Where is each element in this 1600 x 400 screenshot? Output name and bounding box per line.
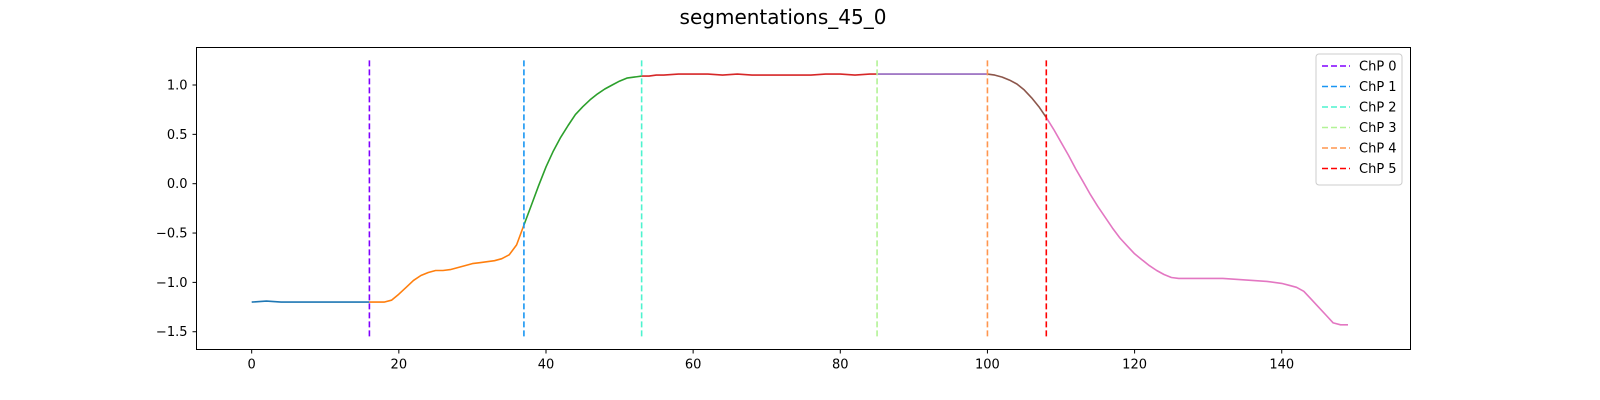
y-tick-label: −1.0: [156, 276, 188, 291]
y-tick-label: −1.5: [156, 325, 188, 340]
x-tick-label: 0: [248, 358, 256, 373]
chart-title: segmentations_45_0: [680, 5, 887, 29]
y-axis: −1.5 −1.0 −0.5 0.0 0.5 1.0: [156, 79, 197, 340]
plot-lines: [251, 73, 1348, 326]
series-segment-6: [1045, 117, 1348, 326]
legend-box: [1315, 53, 1403, 186]
legend-label-5: ChP 5: [1359, 162, 1397, 177]
plot-frame: [196, 47, 1411, 350]
series-segment-1: [369, 224, 525, 303]
x-tick-label: 120: [1122, 358, 1147, 373]
changepoint-lines: [368, 60, 1048, 337]
y-tick-label: 0.5: [167, 128, 188, 143]
legend-label-3: ChP 3: [1359, 121, 1397, 136]
x-tick-label: 80: [832, 358, 849, 373]
x-tick-label: 100: [975, 358, 1000, 373]
legend-label-1: ChP 1: [1359, 80, 1397, 95]
series-segment-5: [987, 73, 1047, 119]
series-segment-3: [641, 73, 878, 77]
legend-label-4: ChP 4: [1359, 142, 1397, 157]
x-tick-label: 20: [391, 358, 408, 373]
legend: ChP 0 ChP 1 ChP 2 ChP 3 ChP 4 ChP 5: [1315, 53, 1403, 186]
legend-label-0: ChP 0: [1359, 60, 1397, 75]
x-tick-label: 140: [1269, 358, 1294, 373]
y-tick-label: −0.5: [156, 227, 188, 242]
series-segment-0: [251, 300, 370, 303]
y-tick-label: 0.0: [167, 177, 188, 192]
legend-label-2: ChP 2: [1359, 101, 1397, 116]
x-tick-label: 40: [538, 358, 555, 373]
series-segment-2: [523, 75, 642, 226]
y-tick-label: 1.0: [167, 79, 188, 94]
x-axis: 0 20 40 60 80 100 120 140: [248, 349, 1294, 373]
x-tick-label: 60: [685, 358, 702, 373]
